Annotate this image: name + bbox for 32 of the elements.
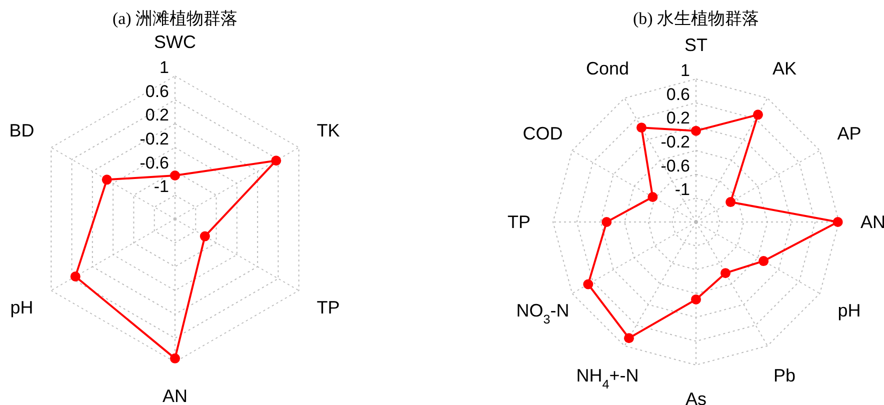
spoke-label: AK <box>772 58 797 79</box>
spoke-label: SWC <box>154 32 196 52</box>
y-tick-label: -0.2 <box>140 130 169 148</box>
y-tick-label: 0.2 <box>666 108 690 128</box>
spoke-label: pH <box>838 300 861 320</box>
spoke-label: pH <box>10 298 34 318</box>
y-tick-label: 0.6 <box>145 82 169 101</box>
spoke-label: NO$_{3}$-N <box>516 300 570 326</box>
spoke-label: COD <box>522 124 563 144</box>
y-tick-label: 0.2 <box>145 106 169 125</box>
spoke-label: TP <box>507 212 531 232</box>
spoke-label: TP <box>316 298 340 318</box>
y-tick-label: -1 <box>674 180 690 200</box>
chart-title: (a) 洲滩植物群落 <box>112 9 238 28</box>
spoke-label: Pb <box>773 365 796 386</box>
spoke-label: Cond <box>586 58 630 79</box>
y-tick-label: -0.6 <box>140 153 169 172</box>
y-tick-label: 1 <box>680 61 690 80</box>
spoke-label: AN <box>860 212 884 232</box>
spoke-label: BD <box>9 120 34 140</box>
y-tick-label: -1 <box>154 177 169 196</box>
spoke-label: ST <box>684 35 708 55</box>
y-tick-label: -0.6 <box>660 156 690 176</box>
spoke-label: NH$_{4}$+-N <box>576 365 639 392</box>
spoke-label: TK <box>316 120 340 140</box>
spoke-label: AP <box>837 124 862 144</box>
y-tick-label: 0.6 <box>666 84 690 104</box>
spoke-label: AN <box>162 386 188 405</box>
y-tick-label: -0.2 <box>660 132 690 152</box>
chart-title: (b) 水生植物群落 <box>632 9 760 28</box>
y-tick-label: 1 <box>160 58 169 77</box>
spoke-label: As <box>685 389 707 405</box>
